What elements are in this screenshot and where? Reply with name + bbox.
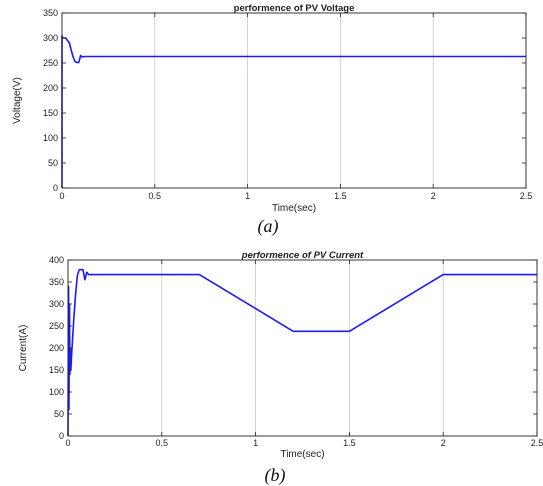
series-line [61,34,526,188]
y-tick-label: 150 [49,365,64,375]
x-tick-label: 1.5 [343,438,356,448]
y-tick-label: 200 [43,83,58,93]
plot-area [68,260,537,436]
x-tick-label: 1.5 [334,191,347,201]
x-tick-label: 2.5 [520,191,533,201]
x-tick-label: 2 [431,191,436,201]
chart-title: performence of PV Current [241,250,364,261]
x-tick-label: 0 [59,191,64,201]
chart-title: performence of PV Voltage [234,3,355,14]
chart-panel-voltage: 0 0.5 1 1.5 2 2.5 0 50 100 150 200 250 300 350 perform… [12,3,532,237]
y-tick-label: 300 [49,299,64,309]
figure-caption: (b) [265,465,286,486]
y-tick-label: 150 [43,108,58,118]
y-tick-label: 350 [49,277,64,287]
x-axis-label: Time(sec) [272,203,316,214]
y-tick-label: 50 [54,409,64,419]
y-tick-label: 0 [59,431,64,441]
y-axis-label: Current(A) [18,325,29,372]
x-tick-label: 0.5 [156,438,169,448]
x-tick-label: 1 [245,191,250,201]
x-tick-label: 0.5 [149,191,162,201]
x-tick-label: 0 [65,438,70,448]
y-tick-label: 250 [49,321,64,331]
x-tick-label: 2.5 [531,438,543,448]
axes-box [61,12,527,189]
plot-area [62,13,526,188]
y-tick-label: 100 [43,133,58,143]
y-tick-label: 50 [48,158,58,168]
y-tick-label: 100 [49,387,64,397]
y-axis-label: Voltage(V) [12,77,23,124]
y-tick-label: 200 [49,343,64,353]
x-axis-label: Time(sec) [280,449,324,460]
series-line [67,268,537,437]
y-tick-label: 250 [43,58,58,68]
chart-panel-current: 0 0.5 1 1.5 2 2.5 0 50 100 150 200 250 300 350 400 perf… [18,250,543,486]
y-tick-label: 300 [43,33,58,43]
y-tick-label: 350 [43,8,58,18]
x-tick-label: 2 [441,438,446,448]
y-tick-label: 400 [49,255,64,265]
figure-caption: (a) [258,216,279,237]
x-tick-label: 1 [253,438,258,448]
y-tick-label: 0 [53,183,58,193]
